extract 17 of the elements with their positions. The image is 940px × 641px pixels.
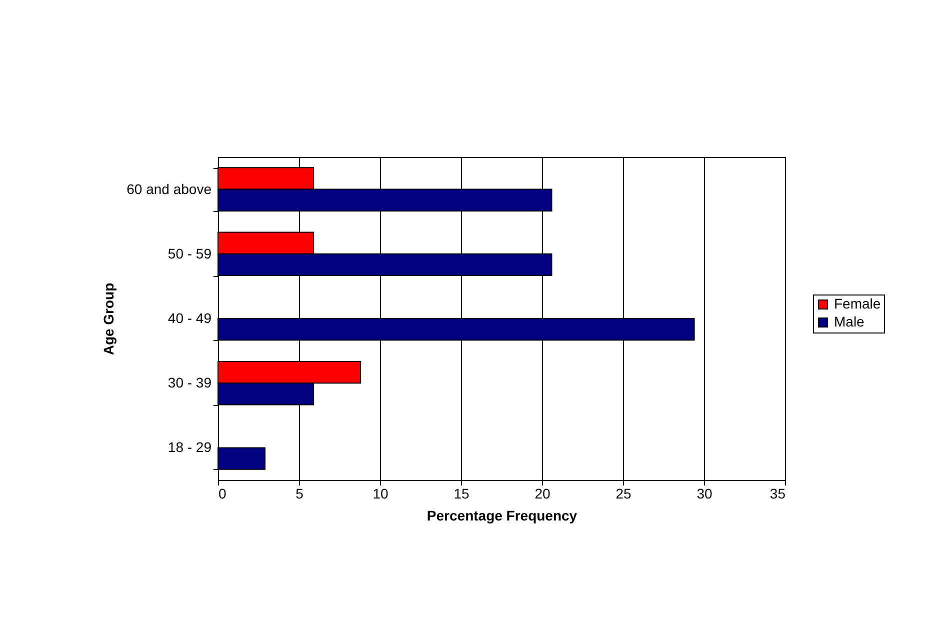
y-tick-label: 18 - 29 [168, 439, 212, 456]
y-tick-label: 60 and above [126, 180, 212, 197]
y-tick-label: 50 - 59 [168, 245, 212, 262]
legend-label: Female [834, 296, 881, 312]
x-tick-label: 30 [696, 486, 712, 502]
x-tick-label: 0 [218, 486, 226, 502]
x-axis-title: Percentage Frequency [426, 508, 578, 524]
y-axis-title: Age Group [100, 282, 117, 356]
x-tick-label: 35 [770, 486, 786, 502]
y-tick-label: 30 - 39 [168, 374, 212, 391]
x-tick-label: 25 [616, 486, 632, 502]
x-tick-label: 15 [454, 486, 470, 502]
x-tick-label: 10 [372, 486, 388, 502]
y-tick-label: 40 - 49 [168, 310, 212, 326]
x-tick-label: 20 [534, 486, 550, 502]
x-tick-label: 5 [296, 486, 304, 502]
legend-label: Male [834, 314, 865, 330]
